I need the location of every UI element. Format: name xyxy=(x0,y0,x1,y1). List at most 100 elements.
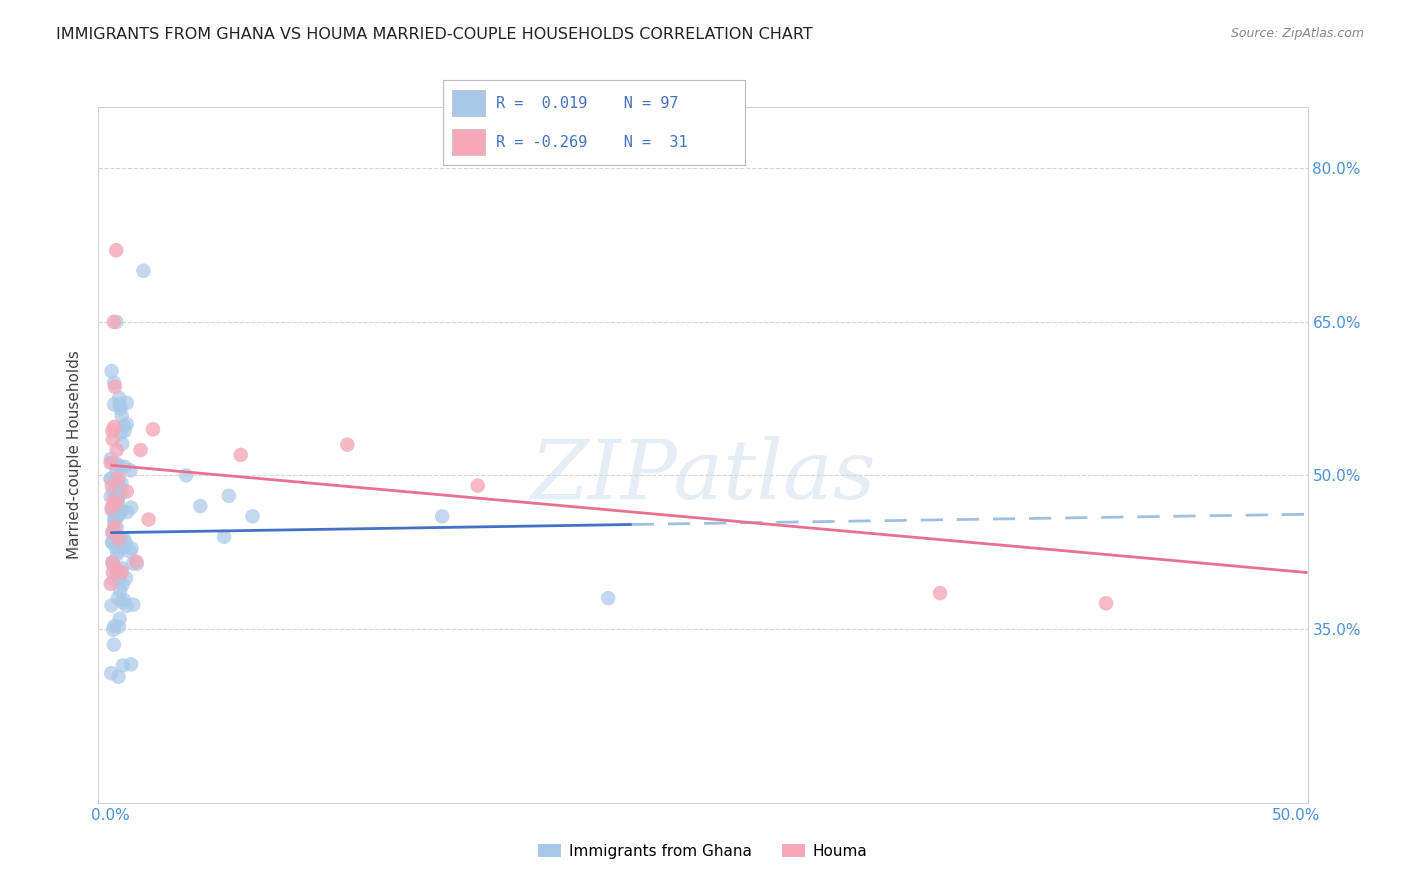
Point xyxy=(110,426,132,441)
Point xyxy=(120,463,142,477)
Point xyxy=(103,483,125,498)
Point xyxy=(115,396,138,410)
Point xyxy=(101,504,124,518)
Point xyxy=(101,558,124,572)
Point xyxy=(100,364,122,378)
Point xyxy=(107,508,129,523)
Point xyxy=(112,540,135,554)
Point xyxy=(929,586,952,600)
Point xyxy=(100,452,122,467)
Point xyxy=(432,509,454,524)
Point xyxy=(107,501,129,516)
Point xyxy=(110,460,132,475)
Point xyxy=(114,424,136,438)
Point xyxy=(115,571,138,585)
Text: IMMIGRANTS FROM GHANA VS HOUMA MARRIED-COUPLE HOUSEHOLDS CORRELATION CHART: IMMIGRANTS FROM GHANA VS HOUMA MARRIED-C… xyxy=(56,27,813,42)
Point xyxy=(103,512,125,526)
Point xyxy=(107,529,129,543)
Point xyxy=(103,516,125,531)
Point xyxy=(105,547,128,561)
Point xyxy=(112,459,135,474)
Point xyxy=(122,598,145,612)
Point xyxy=(115,484,138,499)
Point xyxy=(107,495,129,509)
Point xyxy=(122,557,145,571)
Point xyxy=(120,544,142,558)
Point xyxy=(103,573,125,587)
Point xyxy=(125,555,148,569)
Point xyxy=(105,495,128,509)
Point xyxy=(115,505,138,519)
Point xyxy=(1095,596,1118,610)
Point xyxy=(598,591,620,606)
Point xyxy=(107,471,129,485)
Point xyxy=(107,492,129,507)
Point xyxy=(105,465,128,479)
Point xyxy=(100,478,122,492)
Point xyxy=(111,436,134,450)
Point xyxy=(100,666,122,681)
Point xyxy=(129,443,152,458)
Bar xyxy=(451,129,485,155)
Point xyxy=(105,491,128,505)
Point xyxy=(107,489,129,503)
Point xyxy=(110,475,132,490)
Point xyxy=(104,513,127,527)
Point xyxy=(110,531,132,545)
Text: R = -0.269    N =  31: R = -0.269 N = 31 xyxy=(496,135,688,150)
Point xyxy=(174,468,197,483)
Point xyxy=(103,619,125,633)
Text: Source: ZipAtlas.com: Source: ZipAtlas.com xyxy=(1230,27,1364,40)
Point xyxy=(105,563,128,577)
Point xyxy=(467,478,489,492)
Point xyxy=(105,493,128,508)
Point xyxy=(107,532,129,546)
Point xyxy=(115,599,138,613)
Point xyxy=(100,472,122,486)
Point xyxy=(111,595,134,609)
Point xyxy=(104,540,127,554)
Point xyxy=(111,577,134,591)
Point xyxy=(103,376,125,390)
Point xyxy=(121,541,143,556)
Point xyxy=(107,591,129,605)
Point xyxy=(190,499,212,513)
Text: ZIPatlas: ZIPatlas xyxy=(530,436,876,516)
Point xyxy=(111,566,134,580)
Point xyxy=(108,391,131,405)
Y-axis label: Married-couple Households: Married-couple Households xyxy=(67,351,83,559)
Point xyxy=(103,623,125,637)
Point xyxy=(125,557,148,571)
Point xyxy=(107,479,129,493)
Point xyxy=(104,490,127,504)
Text: R =  0.019    N = 97: R = 0.019 N = 97 xyxy=(496,95,678,111)
Point xyxy=(103,493,125,508)
Point xyxy=(114,535,136,549)
Point xyxy=(100,500,122,515)
Point xyxy=(108,612,131,626)
Point xyxy=(103,638,125,652)
Point xyxy=(101,556,124,570)
Point xyxy=(100,599,122,613)
Point xyxy=(107,508,129,523)
Point xyxy=(111,409,134,423)
Point xyxy=(103,397,125,411)
Point xyxy=(108,504,131,518)
Point xyxy=(105,443,128,458)
Point xyxy=(101,424,124,438)
Point xyxy=(120,500,142,515)
Point xyxy=(212,530,235,544)
Point xyxy=(108,482,131,496)
Point xyxy=(107,543,129,558)
Point xyxy=(107,670,129,684)
Point xyxy=(101,525,124,540)
Point xyxy=(242,509,264,524)
Bar xyxy=(451,90,485,116)
Legend: Immigrants from Ghana, Houma: Immigrants from Ghana, Houma xyxy=(533,838,873,864)
Point xyxy=(108,571,131,585)
Point xyxy=(101,535,124,549)
Point xyxy=(103,456,125,470)
Point xyxy=(100,456,122,470)
Point xyxy=(132,264,155,278)
Point xyxy=(110,503,132,517)
